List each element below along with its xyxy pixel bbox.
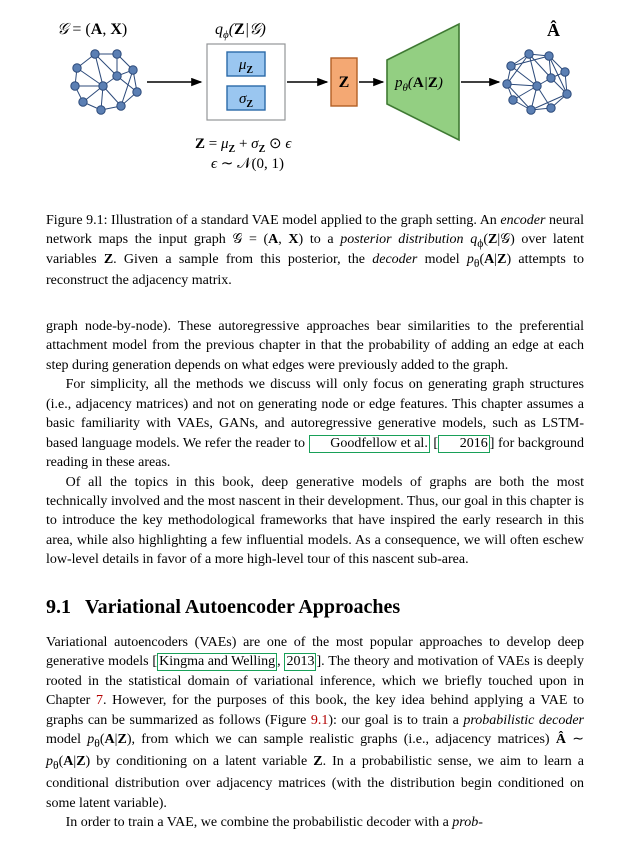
p5-probenc: prob- — [452, 815, 483, 830]
body-text-block-1: graph node-by-node). These autoregressiv… — [46, 317, 584, 570]
p4-e: model pθ(A|Z), from which we can sample … — [46, 732, 584, 810]
caption-encoder: encoder — [500, 213, 545, 228]
chapter-ref-7[interactable]: 7 — [96, 693, 103, 708]
figure-ref-9-1[interactable]: 9.1 — [311, 713, 329, 728]
figure-9-1: 𝒢 = (A, X) qϕ(Z|𝒢) μZ σZ Z pθ(A|Z) — [46, 20, 584, 291]
cite-goodfellow-name[interactable]: Goodfellow et al. — [309, 435, 430, 453]
section-heading: 9.1 Variational Autoencoder Approaches — [46, 596, 584, 619]
output-graph — [503, 50, 571, 114]
figure-svg: 𝒢 = (A, X) qϕ(Z|𝒢) μZ σZ Z pθ(A|Z) — [47, 20, 583, 196]
body-text-block-2: Variational autoencoders (VAEs) are one … — [46, 633, 584, 833]
figure-caption: Figure 9.1: Illustration of a standard V… — [46, 212, 584, 291]
z-label: Z — [339, 74, 350, 91]
para-1: graph node-by-node). These autoregressiv… — [46, 317, 584, 375]
z-equation: Z = μZ + σZ ⊙ ϵ — [195, 136, 292, 155]
para-3: Of all the topics in this book, deep gen… — [46, 473, 584, 570]
p5-a: In order to train a VAE, we combine the … — [66, 815, 453, 830]
p4-probdec: probabilistic decoder — [463, 713, 584, 728]
a-hat-label: Â — [547, 20, 560, 40]
cite-kingma-year[interactable]: 2013 — [284, 653, 316, 671]
section-title: Variational Autoencoder Approaches — [85, 596, 400, 618]
caption-posterior: posterior distribution — [340, 232, 463, 247]
caption-figlabel: Figure 9.1: — [46, 213, 108, 228]
para-5: In order to train a VAE, we combine the … — [46, 813, 584, 832]
caption-t1: Illustration of a standard VAE model app… — [108, 213, 501, 228]
para-4: Variational autoencoders (VAEs) are one … — [46, 633, 584, 813]
eps-equation: ϵ ∼ 𝒩(0, 1) — [211, 156, 284, 172]
input-graph — [71, 50, 141, 114]
figure-label-q: qϕ(Z|𝒢) — [215, 21, 266, 41]
cite-kingma-name[interactable]: Kingma and Welling — [157, 653, 277, 671]
para-2: For simplicity, all the methods we discu… — [46, 375, 584, 472]
figure-label-G: 𝒢 = (A, X) — [57, 21, 127, 38]
caption-decoder: decoder — [372, 252, 417, 267]
cite-goodfellow-year[interactable]: 2016 — [438, 435, 490, 453]
p4-d: ): our goal is to train a — [328, 713, 463, 728]
section-number: 9.1 — [46, 596, 71, 618]
